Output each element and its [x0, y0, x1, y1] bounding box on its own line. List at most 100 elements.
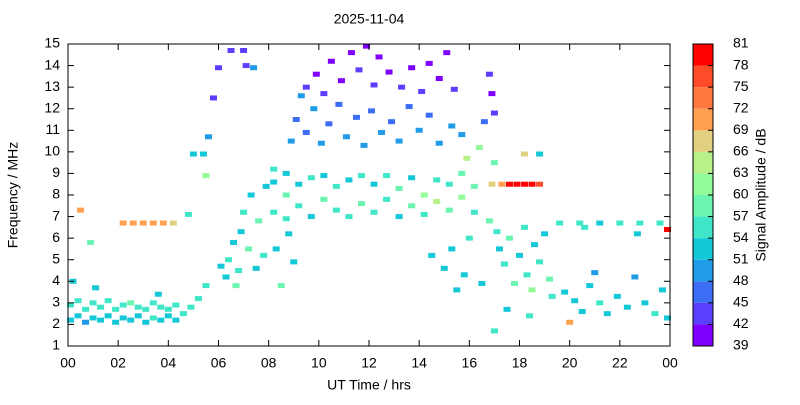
data-cell: [566, 319, 574, 325]
colorbar-label: Signal Amplitude / dB: [753, 128, 769, 261]
data-cell: [134, 304, 142, 310]
data-cell: [470, 209, 478, 215]
data-cell: [172, 317, 180, 323]
colorbar-band: [693, 108, 713, 131]
data-cell: [290, 259, 298, 265]
colorbar-band: [693, 324, 713, 346]
colorbar-tick-label: 51: [733, 250, 749, 266]
data-cell: [282, 216, 290, 222]
data-cell: [458, 132, 466, 138]
data-cell: [370, 209, 378, 215]
data-cell: [415, 127, 423, 133]
data-cell: [222, 274, 230, 280]
data-cell: [435, 76, 443, 82]
data-cell: [215, 65, 222, 71]
data-cell: [433, 177, 441, 183]
data-cell: [458, 170, 466, 176]
data-cell: [528, 181, 536, 187]
y-tick-label: 6: [52, 229, 60, 245]
x-tick-label: 08: [261, 355, 277, 371]
y-tick-label: 3: [52, 294, 60, 310]
data-cell: [127, 300, 135, 306]
x-tick-label: 14: [411, 355, 427, 371]
data-cell: [528, 287, 536, 293]
colorbar-tick-label: 39: [733, 337, 749, 353]
data-cell: [154, 291, 162, 297]
chart-title: 2025-11-04: [334, 11, 405, 27]
data-cell: [596, 220, 604, 226]
data-cell: [420, 192, 428, 198]
data-cell: [320, 91, 328, 97]
data-cell: [209, 95, 217, 101]
data-cell: [591, 270, 599, 276]
data-cell: [663, 315, 671, 321]
data-cell: [119, 220, 127, 226]
data-cell: [578, 308, 586, 314]
x-axis-label: UT Time / hrs: [327, 377, 411, 393]
data-cell: [370, 181, 378, 187]
data-cell: [67, 317, 75, 323]
data-cell: [345, 177, 353, 183]
data-cell: [97, 317, 105, 323]
x-tick-label: 22: [612, 355, 628, 371]
data-cell: [227, 47, 235, 53]
data-cell: [169, 220, 177, 226]
colorbar-tick-label: 78: [733, 56, 749, 72]
data-cell: [199, 151, 207, 157]
data-cell: [242, 63, 250, 69]
data-cell: [370, 82, 378, 88]
data-cell: [285, 231, 293, 237]
data-cell: [345, 214, 353, 220]
data-cell: [395, 138, 403, 144]
data-cell: [561, 289, 569, 295]
data-cell: [375, 54, 383, 60]
data-cell: [235, 268, 243, 273]
data-cell: [490, 110, 498, 116]
colorbar-band: [693, 259, 713, 282]
data-cell: [475, 145, 483, 151]
data-cell: [516, 252, 523, 258]
data-cell: [89, 300, 97, 306]
data-cell: [157, 317, 165, 323]
data-cell: [310, 106, 318, 112]
y-tick-label: 15: [44, 35, 60, 51]
data-cell: [425, 112, 433, 118]
y-tick-label: 4: [52, 272, 60, 288]
data-cell: [405, 104, 413, 110]
data-cell: [245, 246, 253, 252]
data-cell: [142, 319, 150, 325]
data-cell: [232, 283, 240, 289]
data-cell: [357, 173, 365, 179]
colorbar-band: [693, 216, 713, 239]
data-cell: [217, 263, 225, 269]
data-cell: [149, 315, 157, 321]
data-cell: [307, 214, 315, 220]
data-cell: [204, 134, 212, 140]
data-cell: [237, 229, 245, 235]
data-cell: [320, 173, 328, 179]
data-cell: [230, 239, 238, 245]
data-cell: [596, 300, 604, 306]
data-cell: [164, 313, 172, 319]
data-cell: [548, 293, 556, 299]
data-cell: [297, 93, 305, 99]
data-cell: [260, 252, 268, 258]
data-cell: [510, 280, 518, 286]
data-cell: [460, 272, 468, 278]
colorbar-tick-label: 48: [733, 272, 749, 288]
colorbar-band: [693, 195, 713, 217]
colorbar-band: [693, 302, 713, 325]
data-cell: [616, 220, 624, 226]
data-cell: [453, 287, 461, 293]
data-cell: [277, 283, 285, 289]
data-cell: [433, 198, 441, 204]
colorbar-band: [693, 87, 713, 109]
data-cell: [74, 313, 82, 319]
colorbar-band: [693, 238, 713, 260]
data-cell: [194, 296, 202, 302]
data-cell: [149, 300, 157, 306]
data-cell: [383, 173, 391, 179]
colorbar-tick-label: 75: [733, 78, 749, 94]
data-cell: [119, 302, 127, 308]
